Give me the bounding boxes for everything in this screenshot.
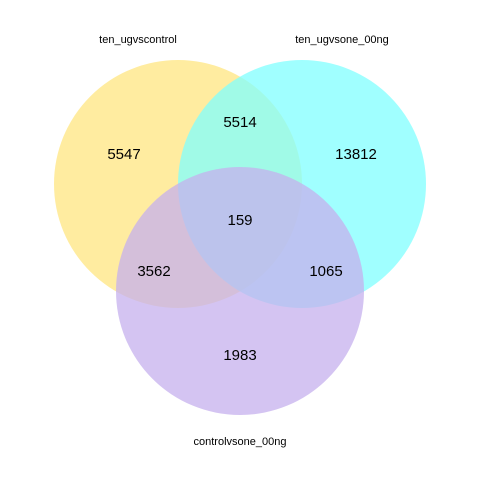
set-circle-controlvsone-00ng (116, 167, 364, 415)
set-label-ten-ugvscontrol: ten_ugvscontrol (99, 34, 177, 46)
set-label-ten-ugvsone-00ng: ten_ugvsone_00ng (295, 34, 389, 46)
count-ten-ugvsone-00ng-and-controlvsone-00ng: 1065 (309, 263, 342, 280)
set-label-controlvsone-00ng: controlvsone_00ng (194, 436, 287, 448)
count-controlvsone-00ng-only: 1983 (223, 347, 256, 364)
count-ten-ugvscontrol-and-controlvsone-00ng: 3562 (137, 263, 170, 280)
count-ten-ugvscontrol-only: 5547 (107, 146, 140, 163)
count-ten-ugvsone-00ng-only: 13812 (335, 146, 377, 163)
count-all-three: 159 (227, 212, 252, 229)
count-ten-ugvscontrol-and-ten-ugvsone-00ng: 5514 (223, 114, 256, 131)
